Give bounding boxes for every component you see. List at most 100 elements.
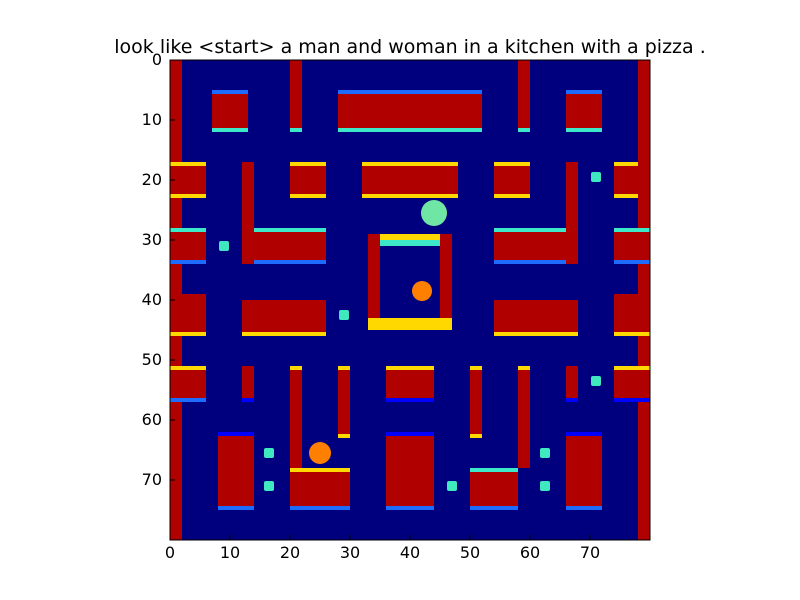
y-tick-label-1: 10 (142, 110, 162, 129)
wall-bottom-center-right (470, 468, 518, 510)
x-tick-label-5: 50 (460, 543, 480, 562)
wall-lower-left-bottom-edge (242, 332, 326, 336)
wall-bottom-column-a-top-edge (290, 366, 302, 370)
wall-right-lower (614, 294, 650, 336)
x-tick-label-3: 30 (340, 543, 360, 562)
wall-top-right-post (518, 60, 530, 132)
power-pellet-0 (591, 172, 601, 182)
wall-bottom-right-box (566, 432, 602, 510)
wall-top-center-top-edge (338, 90, 482, 94)
wall-upper-right-box (494, 162, 530, 198)
wall-right-mid-bottom-edge (614, 260, 650, 264)
wall-upper-right-box-bottom-edge (494, 194, 530, 198)
y-tick-label-6: 60 (142, 410, 162, 429)
y-axis: 0 10 20 30 40 50 60 70 (142, 50, 175, 489)
wall-bottom-center-right-bottom-edge (470, 506, 518, 510)
wall-bottom-column-c-bottom-edge (470, 434, 482, 438)
y-tick-label-7: 70 (142, 470, 162, 489)
x-tick-label-6: 60 (520, 543, 540, 562)
wall-top-right-top-edge (566, 90, 602, 94)
power-pellet-4 (264, 448, 274, 458)
wall-right-mid (614, 228, 650, 264)
wall-bottom-right-post (566, 366, 578, 402)
wall-top-right (566, 90, 602, 132)
wall-bottom-column-a (290, 366, 302, 468)
wall-bottom-left-box (218, 432, 254, 510)
wall-top-left (212, 90, 248, 132)
wall-mid-left (254, 228, 326, 264)
x-tick-label-1: 10 (220, 543, 240, 562)
wall-bottom-center-upper (386, 366, 434, 402)
wall-left-column (242, 162, 254, 264)
wall-top-left-post-bottom-edge (290, 128, 302, 132)
wall-top-center (338, 90, 482, 132)
wall-top-right-post-bottom-edge (518, 128, 530, 132)
wall-bottom-center-top-edge (386, 432, 434, 436)
power-pellet-5 (540, 448, 550, 458)
wall-left-bottom-upper-bottom-edge (170, 398, 206, 402)
wall-upper-left-box-bottom-edge (290, 194, 326, 198)
maze-pellets (219, 172, 601, 491)
y-tick-label-0: 0 (152, 50, 162, 69)
wall-bottom-center (386, 432, 434, 510)
power-pellet-6 (264, 481, 274, 491)
ghost-sprite (421, 200, 447, 226)
wall-left-upper-bottom-edge (170, 194, 206, 198)
game-sprites (309, 200, 447, 464)
wall-upper-left-box-top-edge (290, 162, 326, 166)
wall-right-bottom-upper (614, 366, 650, 402)
wall-top-left-bottom-edge (212, 128, 248, 132)
wall-right-bottom-upper-bottom-edge (614, 398, 650, 402)
power-pellet-1 (219, 241, 229, 251)
wall-right-upper-top-edge (614, 162, 638, 166)
wall-bottom-left-box-bottom-edge (218, 506, 254, 510)
ghost-house-wall-4 (380, 240, 440, 246)
ghost-house-wall-3 (368, 318, 452, 330)
wall-right-lower-bottom-edge (614, 332, 650, 336)
wall-upper-left-box (290, 162, 326, 198)
wall-lower-right (494, 300, 578, 336)
wall-right-column (566, 162, 578, 264)
wall-bottom-center-left (290, 468, 350, 510)
wall-bottom-column-c-top-edge (470, 366, 482, 370)
wall-upper-right-box-top-edge (494, 162, 530, 166)
x-tick-label-7: 70 (580, 543, 600, 562)
wall-bottom-column-b-top-edge (338, 366, 350, 370)
power-pellet-3 (591, 376, 601, 386)
wall-lower-right-bottom-edge (494, 332, 578, 336)
x-axis: 0 10 20 30 40 50 60 70 (165, 535, 600, 562)
wall-left-mid-top-edge (170, 228, 206, 232)
x-tick-label-4: 40 (400, 543, 420, 562)
wall-left-bottom-upper (170, 366, 206, 402)
wall-left-upper (170, 162, 206, 198)
wall-upper-center-bottom-edge (362, 194, 458, 198)
x-tick-label-2: 20 (280, 543, 300, 562)
wall-bottom-right-box-top-edge (566, 432, 602, 436)
wall-right-upper-bottom-edge (614, 194, 638, 198)
power-pellet-8 (540, 481, 550, 491)
wall-bottom-center-left-bottom-edge (290, 506, 350, 510)
wall-top-center-bottom-edge (338, 128, 482, 132)
ghost-house-wall-1 (368, 234, 380, 330)
wall-bottom-center-bottom-edge (386, 506, 434, 510)
wall-right-upper (614, 162, 638, 198)
x-tick-label-0: 0 (165, 543, 175, 562)
wall-right-mid-top-edge (614, 228, 650, 232)
wall-bottom-column-d (518, 366, 530, 468)
game-frame (169, 59, 651, 541)
wall-bottom-column-d-top-edge (518, 366, 530, 370)
ghost-house-wall-2 (440, 234, 452, 330)
wall-left-bottom-upper-top-edge (170, 366, 206, 370)
wall-upper-center-top-edge (362, 162, 458, 166)
wall-left-lower-bottom-edge (170, 332, 206, 336)
wall-bottom-right-post-bottom-edge (566, 398, 578, 402)
wall-bottom-left-box-top-edge (218, 432, 254, 436)
wall-mid-left-top-edge (254, 228, 326, 232)
wall-bottom-column-c (470, 366, 482, 438)
wall-mid-left-bottom-edge (254, 260, 326, 264)
wall-left-mid-bottom-edge (170, 260, 206, 264)
player-sprite (309, 442, 331, 464)
wall-bottom-center-left-top-edge (290, 468, 350, 472)
wall-bottom-left-post-bottom-edge (242, 398, 254, 402)
